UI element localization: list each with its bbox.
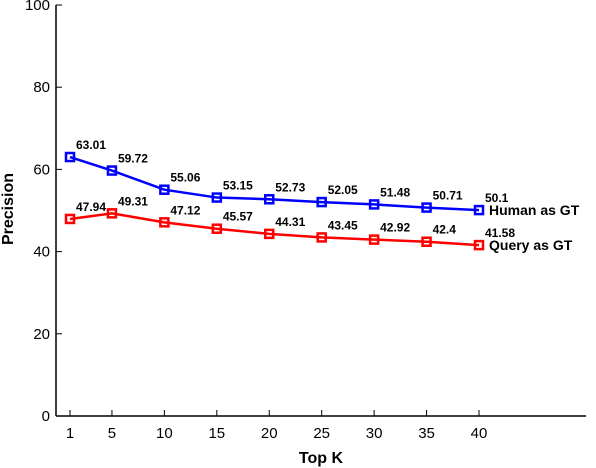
data-point-marker: [159, 217, 170, 228]
data-label: 50.1: [485, 191, 509, 205]
data-point-marker: [316, 232, 327, 243]
data-label: 63.01: [76, 138, 106, 152]
data-label: 43.45: [328, 218, 358, 232]
data-point-marker: [264, 228, 275, 240]
data-label: 47.94: [76, 200, 106, 214]
data-label: 41.58: [485, 226, 515, 240]
data-point-marker: [106, 165, 118, 176]
data-point-marker: [211, 223, 223, 234]
x-axis-title: Top K: [299, 450, 344, 467]
data-labels: 63.01 59.72 55.06 53.15 52.73 52.05 51.48 50.71…: [76, 138, 580, 253]
data-label: 51.48: [380, 185, 410, 199]
x-tick-label: 35: [418, 425, 435, 442]
x-tick-label: 1: [66, 425, 74, 442]
series-group: [64, 151, 485, 251]
data-point-marker: [473, 239, 485, 251]
data-point-marker: [421, 236, 432, 247]
data-label: 42.4: [433, 223, 457, 237]
data-point-marker: [368, 199, 380, 210]
x-tick-label: 15: [208, 425, 225, 442]
y-tick-label: 40: [33, 244, 50, 261]
x-tick-label: 30: [366, 425, 383, 442]
data-label: 47.12: [170, 203, 200, 217]
x-tick-label: 40: [471, 425, 488, 442]
x-tick-label: 25: [313, 425, 330, 442]
y-tick-label: 100: [25, 0, 50, 14]
data-label: 59.72: [118, 152, 148, 166]
y-tick-label: 0: [42, 408, 50, 425]
series-line: [69, 155, 480, 212]
data-label: 42.92: [380, 221, 410, 235]
data-point-marker: [368, 234, 380, 245]
data-label: 52.73: [275, 180, 305, 194]
y-tick-label: 20: [33, 326, 50, 343]
data-label: 44.31: [275, 215, 305, 229]
data-point-marker: [64, 213, 76, 225]
data-label: 52.05: [328, 183, 358, 197]
series-1: [64, 208, 485, 251]
data-label: 55.06: [170, 171, 200, 185]
data-point-marker: [64, 151, 76, 163]
data-label: 49.31: [118, 194, 148, 208]
data-point-marker: [421, 202, 432, 213]
series-name-label: Query as GT: [489, 237, 573, 253]
data-point-marker: [106, 208, 118, 219]
y-tick-label: 60: [33, 161, 50, 178]
x-tick-label: 20: [261, 425, 278, 442]
data-point-marker: [264, 194, 275, 205]
series-name-label: Human as GT: [489, 202, 580, 218]
data-point-marker: [159, 184, 170, 195]
series-0: [64, 151, 485, 216]
x-tick-label: 5: [108, 425, 116, 442]
x-tick-label: 10: [156, 425, 173, 442]
data-point-marker: [316, 196, 327, 208]
series-line: [69, 212, 480, 247]
y-tick-label: 80: [33, 79, 50, 96]
data-point-marker: [473, 204, 485, 216]
data-label: 45.57: [223, 210, 253, 224]
data-label: 50.71: [433, 189, 463, 203]
data-label: 53.15: [223, 179, 253, 193]
data-point-marker: [211, 192, 223, 203]
y-axis-title: Precision: [0, 173, 17, 245]
